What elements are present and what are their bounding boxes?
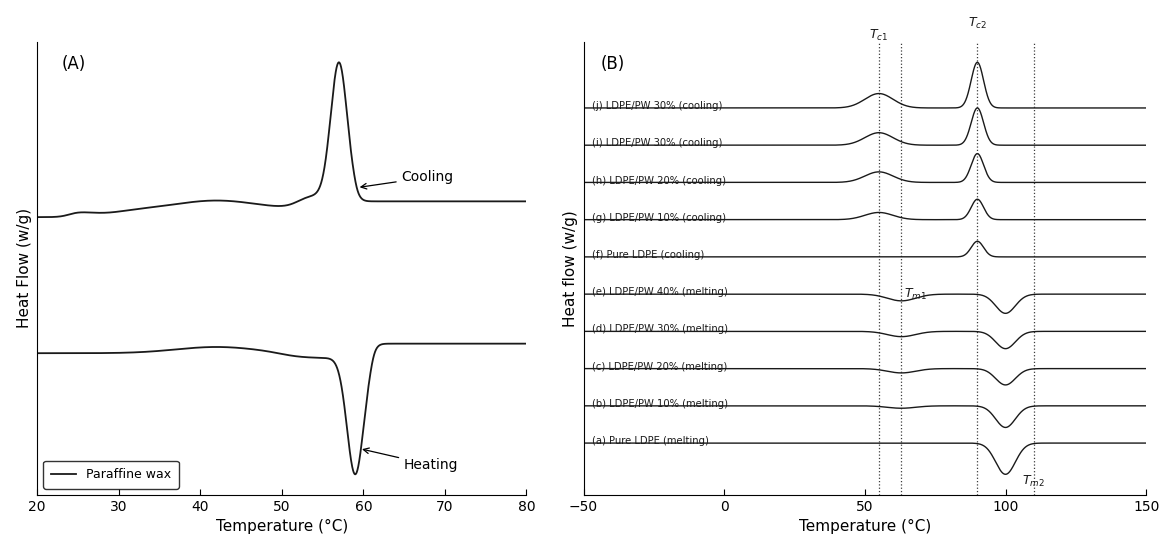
Text: (c) LDPE/PW 20% (melting): (c) LDPE/PW 20% (melting) bbox=[592, 361, 727, 372]
Text: (a) Pure LDPE (melting): (a) Pure LDPE (melting) bbox=[592, 436, 709, 446]
Text: (g) LDPE/PW 10% (cooling): (g) LDPE/PW 10% (cooling) bbox=[592, 213, 726, 223]
Y-axis label: Heat Flow (w/g): Heat Flow (w/g) bbox=[16, 208, 32, 328]
Text: Cooling: Cooling bbox=[361, 170, 454, 189]
Text: $T_{c2}$: $T_{c2}$ bbox=[968, 16, 987, 31]
X-axis label: Temperature (°C): Temperature (°C) bbox=[215, 520, 348, 534]
Legend: Paraffine wax: Paraffine wax bbox=[44, 461, 179, 489]
Text: (b) LDPE/PW 10% (melting): (b) LDPE/PW 10% (melting) bbox=[592, 399, 728, 409]
Text: (h) LDPE/PW 20% (cooling): (h) LDPE/PW 20% (cooling) bbox=[592, 176, 726, 186]
Text: (A): (A) bbox=[61, 55, 86, 73]
Text: $T_{m1}$: $T_{m1}$ bbox=[904, 287, 927, 302]
Text: $T_{m2}$: $T_{m2}$ bbox=[1022, 474, 1045, 489]
Text: (f) Pure LDPE (cooling): (f) Pure LDPE (cooling) bbox=[592, 250, 704, 260]
Text: (B): (B) bbox=[601, 55, 624, 73]
Text: Heating: Heating bbox=[363, 448, 459, 472]
Text: (e) LDPE/PW 40% (melting): (e) LDPE/PW 40% (melting) bbox=[592, 287, 728, 297]
Text: $T_{c1}$: $T_{c1}$ bbox=[869, 28, 889, 43]
X-axis label: Temperature (°C): Temperature (°C) bbox=[799, 520, 931, 534]
Text: (i) LDPE/PW 30% (cooling): (i) LDPE/PW 30% (cooling) bbox=[592, 138, 722, 148]
Y-axis label: Heat flow (w/g): Heat flow (w/g) bbox=[563, 210, 579, 327]
Text: (j) LDPE/PW 30% (cooling): (j) LDPE/PW 30% (cooling) bbox=[592, 101, 722, 111]
Text: (d) LDPE/PW 30% (melting): (d) LDPE/PW 30% (melting) bbox=[592, 325, 728, 334]
